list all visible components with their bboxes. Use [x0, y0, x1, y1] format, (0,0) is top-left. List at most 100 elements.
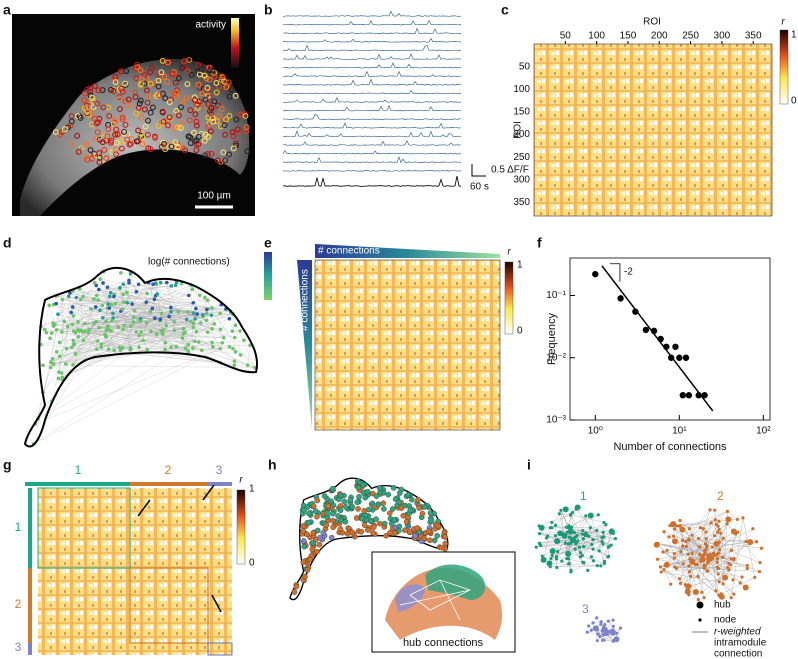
node: [755, 540, 759, 544]
roi: [156, 92, 163, 99]
colorbar-tick: 1: [249, 484, 255, 495]
node: [717, 540, 721, 544]
node: [546, 534, 550, 538]
scale-bar-label: 100 µm: [197, 191, 231, 202]
node: [187, 293, 191, 298]
colorbar-label: r: [239, 475, 243, 486]
node: [81, 338, 86, 343]
roi: [141, 106, 148, 113]
node: [693, 562, 698, 566]
scale-bar: [471, 164, 486, 177]
node: [589, 555, 594, 559]
node: [211, 344, 215, 349]
node: [81, 294, 85, 299]
legend-label: node: [714, 615, 737, 626]
connection: [688, 577, 726, 587]
node: [169, 309, 173, 314]
node: [681, 562, 685, 566]
node: [305, 519, 312, 526]
roi: [138, 114, 145, 121]
node: [599, 622, 603, 626]
node: [427, 510, 434, 516]
node: [553, 534, 558, 538]
panel-label: g: [3, 457, 12, 473]
connection: [685, 541, 705, 569]
node: [94, 347, 99, 351]
node: [734, 532, 738, 536]
node: [673, 527, 677, 531]
roi: [119, 138, 125, 145]
node: [49, 331, 54, 335]
node: [78, 297, 83, 302]
node: [709, 521, 713, 525]
node: [104, 334, 108, 339]
node: [136, 282, 141, 287]
connection: [107, 287, 123, 310]
trace: [283, 19, 462, 26]
node: [537, 541, 542, 545]
connection: [661, 567, 718, 573]
node: [618, 626, 623, 630]
node: [93, 305, 98, 309]
node: [578, 551, 583, 555]
node: [221, 335, 226, 340]
connection: [688, 539, 747, 542]
roi: [112, 73, 119, 80]
node: [54, 301, 58, 306]
roi: [169, 71, 176, 77]
node: [97, 325, 102, 330]
roi: [112, 131, 119, 138]
node: [567, 561, 571, 566]
node: [745, 563, 749, 568]
node: [600, 536, 604, 540]
roi: [179, 65, 186, 72]
node: [715, 560, 719, 564]
x-tick-label: 250: [682, 31, 699, 42]
node: [595, 639, 599, 643]
connection: [75, 287, 121, 333]
connection: [114, 294, 248, 366]
roi: [122, 121, 129, 128]
node: [344, 530, 351, 537]
node: [128, 348, 133, 352]
connection: [76, 297, 208, 301]
roi: [143, 76, 150, 83]
connection: [551, 509, 566, 523]
roi: [184, 68, 191, 75]
node: [540, 554, 544, 558]
node: [325, 503, 332, 509]
roi: [191, 94, 198, 101]
node: [391, 517, 398, 524]
node: [245, 363, 250, 367]
connection: [692, 522, 712, 562]
correlation-matrix: [38, 488, 232, 655]
node: [145, 291, 149, 296]
node: [196, 340, 201, 344]
colorbar: [264, 252, 272, 300]
node: [366, 506, 372, 513]
node: [100, 303, 105, 308]
node: [396, 527, 402, 534]
node: [729, 557, 733, 561]
node: [548, 526, 552, 530]
node: [338, 517, 344, 524]
node: [689, 574, 693, 578]
connection: [74, 310, 101, 345]
node: [181, 326, 186, 331]
connection: [680, 571, 708, 584]
node: [174, 280, 179, 285]
node: [65, 324, 70, 329]
connection: [730, 517, 744, 598]
legend-label: intramodule: [714, 638, 767, 649]
node: [66, 294, 71, 299]
module-bar: [28, 568, 32, 643]
roi: [61, 126, 68, 133]
connection: [539, 533, 566, 544]
connection: [676, 546, 683, 569]
roi: [232, 92, 239, 99]
node: [740, 575, 744, 579]
node: [554, 557, 559, 561]
roi: [174, 143, 181, 150]
node: [42, 327, 47, 332]
colorbar-label: r: [507, 247, 511, 258]
